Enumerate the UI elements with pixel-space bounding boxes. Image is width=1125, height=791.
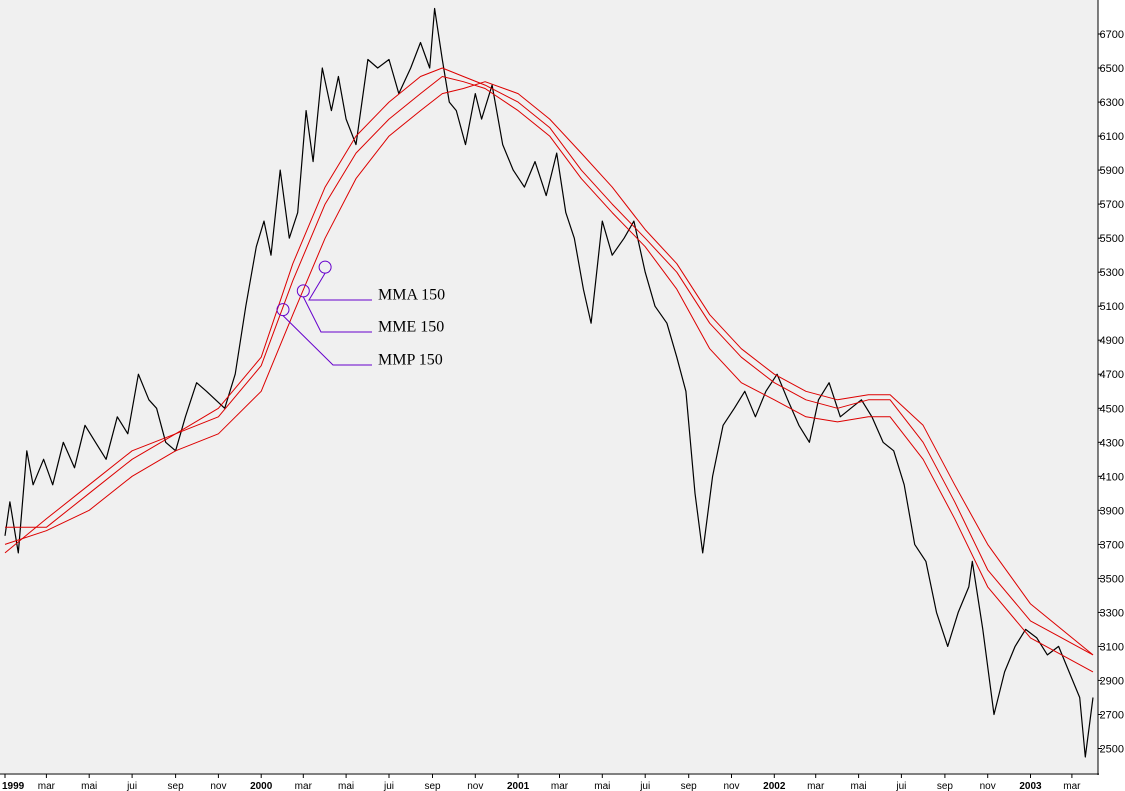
x-tick-label-month: jui	[383, 781, 394, 791]
y-tick-label: 2900	[1100, 675, 1124, 687]
axis-y-background	[1098, 0, 1125, 791]
y-tick-label: 6700	[1100, 29, 1124, 41]
x-tick-label-year: 2003	[1019, 781, 1042, 791]
x-tick-label-month: nov	[210, 781, 226, 791]
y-tick-label: 5500	[1100, 233, 1124, 245]
y-tick-label: 4700	[1100, 369, 1124, 381]
plot-background	[0, 0, 1098, 773]
x-tick-label-month: sep	[168, 781, 185, 791]
y-tick-label: 6300	[1100, 97, 1124, 109]
annotation-label-2: MME 150	[378, 319, 444, 336]
x-tick-label-month: mar	[1063, 781, 1081, 791]
x-tick-label-month: mai	[594, 781, 610, 791]
x-tick-label-month: mar	[551, 781, 569, 791]
series-average-line-3	[4, 81, 1094, 656]
x-tick-label-month: jui	[895, 781, 906, 791]
y-tick-label: 5900	[1100, 165, 1124, 177]
annotation-leader-2	[302, 296, 372, 333]
x-tick-label-month: mai	[338, 781, 354, 791]
x-tick-label-month: mai	[81, 781, 97, 791]
y-tick-label: 3300	[1100, 607, 1124, 619]
x-tick-label-month: mar	[807, 781, 825, 791]
x-tick-label-month: sep	[937, 781, 954, 791]
x-tick-label-month: nov	[723, 781, 739, 791]
y-tick-label: 5100	[1100, 301, 1124, 313]
series-layer	[4, 7, 1094, 758]
y-tick-label: 3100	[1100, 641, 1124, 653]
x-tick-label-month: jui	[126, 781, 137, 791]
series-price-line	[4, 7, 1094, 758]
annotation-label-1: MMA 150	[378, 287, 445, 304]
annotation-leader-1	[308, 272, 372, 301]
x-axis-ticks: 1999 mar mai jui sep nov 2000 mar mai jui sep nov 20…	[2, 774, 1081, 791]
y-tick-label: 2700	[1100, 710, 1124, 722]
x-tick-label-year: 2001	[507, 781, 530, 791]
y-tick-label: 6500	[1100, 63, 1124, 75]
x-tick-label-month: mar	[295, 781, 313, 791]
axis-x-background	[0, 773, 1125, 791]
annotation-label-3: MMP 150	[378, 352, 443, 369]
y-tick-label: 5300	[1100, 267, 1124, 279]
y-tick-label: 5700	[1100, 199, 1124, 211]
series-average-line-2	[5, 67, 1094, 656]
x-tick-label-month: mar	[38, 781, 56, 791]
x-tick-label-month: jui	[639, 781, 650, 791]
x-tick-label-month: mai	[851, 781, 867, 791]
x-tick-label-year: 2000	[250, 781, 273, 791]
y-axis-ticks: 2500 2700 2900 3100 3300 3500 3700 3900 4100 4300…	[1098, 29, 1124, 756]
y-tick-label: 2500	[1100, 744, 1124, 756]
y-tick-label: 4500	[1100, 403, 1124, 415]
y-tick-label: 4900	[1100, 335, 1124, 347]
x-tick-label-month: sep	[681, 781, 698, 791]
x-tick-label-month: sep	[424, 781, 441, 791]
x-tick-label-year: 1999	[2, 781, 25, 791]
y-tick-label: 3900	[1100, 505, 1124, 517]
series-average-line-1	[4, 76, 1094, 673]
y-tick-label: 4300	[1100, 437, 1124, 449]
x-tick-label-month: nov	[980, 781, 996, 791]
annotation-leader-3	[282, 315, 372, 366]
x-tick-label-month: nov	[467, 781, 483, 791]
y-tick-label: 4100	[1100, 471, 1124, 483]
x-tick-label-year: 2002	[763, 781, 786, 791]
y-tick-label: 3500	[1100, 573, 1124, 585]
y-tick-label: 3700	[1100, 539, 1124, 551]
y-tick-label: 6100	[1100, 131, 1124, 143]
annotation-layer: MMA 150 MME 150 MMP 150	[276, 260, 445, 369]
